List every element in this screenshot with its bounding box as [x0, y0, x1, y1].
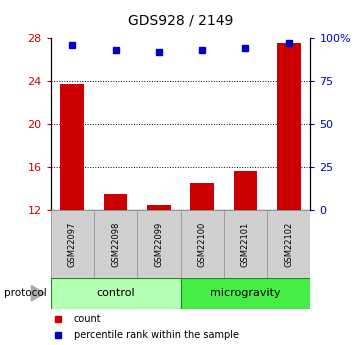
Bar	[104, 194, 127, 210]
Bar	[277, 43, 301, 210]
Bar	[60, 84, 84, 210]
Text: microgravity: microgravity	[210, 288, 281, 298]
Bar	[190, 184, 214, 210]
Text: GSM22102: GSM22102	[284, 221, 293, 267]
Text: GSM22097: GSM22097	[68, 221, 77, 267]
Text: control: control	[96, 288, 135, 298]
Text: protocol: protocol	[4, 288, 46, 298]
Text: GSM22098: GSM22098	[111, 221, 120, 267]
Bar	[180, 278, 310, 309]
Text: count: count	[74, 314, 101, 324]
Text: GSM22101: GSM22101	[241, 221, 250, 267]
Text: GSM22100: GSM22100	[198, 221, 206, 267]
Bar	[224, 210, 267, 278]
Text: percentile rank within the sample: percentile rank within the sample	[74, 330, 239, 340]
Text: GSM22099: GSM22099	[155, 221, 163, 267]
Bar	[51, 278, 180, 309]
Bar	[234, 170, 257, 210]
Bar	[180, 210, 224, 278]
Bar	[267, 210, 310, 278]
Text: GDS928 / 2149: GDS928 / 2149	[128, 14, 233, 28]
Bar	[147, 205, 171, 210]
Polygon shape	[31, 286, 44, 301]
Bar	[51, 210, 94, 278]
Bar	[137, 210, 180, 278]
Bar	[94, 210, 137, 278]
